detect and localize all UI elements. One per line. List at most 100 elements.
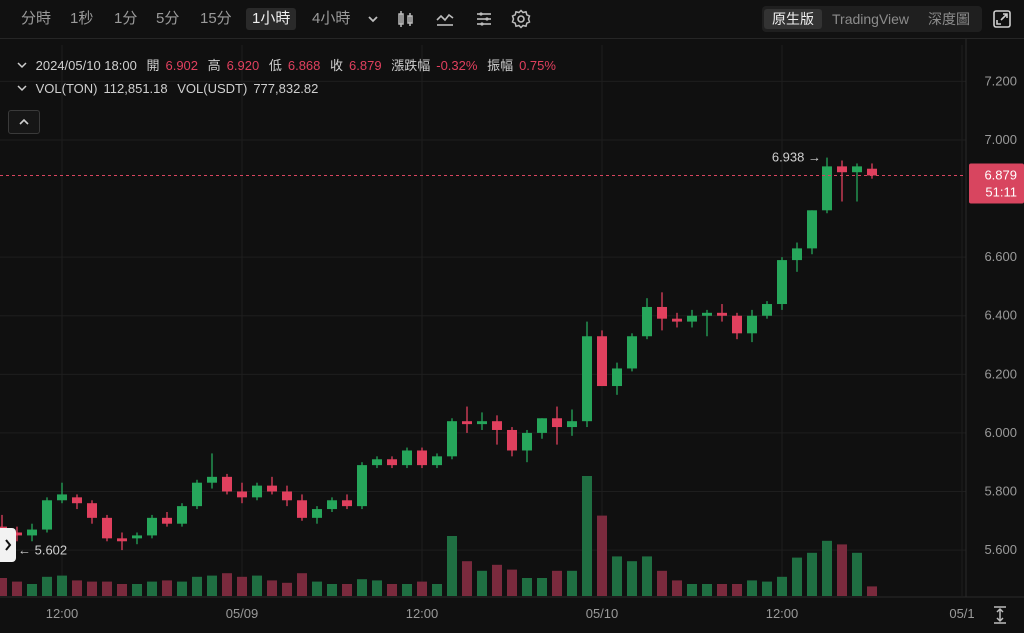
candlestick-type-icon[interactable] [395,8,417,30]
volume-bar [777,576,787,596]
candle-body [792,248,802,261]
volume-bar [12,581,22,596]
volume-bar [267,580,277,596]
volume-legend: VOL(TON) 112,851.18 VOL(USDT) 777,832.82 [16,81,324,96]
timeframe-1m[interactable]: 1分 [114,10,138,27]
chevron-up-icon [19,118,29,125]
timeframe-time[interactable]: 分時 [21,10,52,27]
candle-body [672,318,682,322]
candle-body [867,168,877,176]
candle-body [522,432,532,451]
x-tick-label: 05/10 [586,606,619,621]
candle-body [297,500,307,518]
volume-bar [807,552,817,596]
candle-body [762,304,772,316]
view-tradingview[interactable]: TradingView [832,11,910,27]
candle-body [642,306,652,337]
candle-body [732,315,742,334]
volume-bar [867,586,877,596]
gear-icon[interactable] [510,8,532,30]
candle-body [537,418,547,433]
candle-body [357,465,367,507]
volume-bar [597,515,607,596]
volume-bar [717,584,727,596]
legend-low-label: 低 [268,58,282,73]
volume-bar [657,570,667,596]
candle-body [747,315,757,334]
volume-bar [792,557,802,596]
candle-body [432,456,442,466]
candle-body [87,503,97,518]
y-tick-label: 6.600 [984,249,1017,264]
volume-bar [432,584,442,596]
candle-body [342,500,352,507]
candle-body [597,336,607,387]
volume-bar [87,581,97,596]
legend-close: 6.879 [349,58,382,73]
legend-change-label: 漲跌幅 [391,58,431,73]
candle-body [237,491,247,498]
view-switcher: 原生版 TradingView 深度圖 [762,6,982,32]
chevron-right-icon [5,539,12,551]
volume-bar [627,561,637,596]
timeframe-15m[interactable]: 15分 [200,10,232,27]
x-tick-label: 05/09 [226,606,259,621]
last-price-label: 6.879 [984,167,1017,182]
volume-bar [42,576,52,596]
candle-body [267,485,277,492]
legend-vol-usdt: 777,832.82 [253,81,319,96]
legend-vol-ton-label: VOL(TON) [35,81,98,96]
candle-body [627,336,637,369]
candle-body [252,485,262,498]
x-tick-label: 12:00 [766,606,799,621]
volume-bar [492,564,502,596]
volume-bar [507,569,517,596]
chevron-down-icon[interactable] [362,8,384,30]
candle-body [162,517,172,524]
candle-body [102,517,112,539]
candle-body [552,418,562,428]
min-price-label: ← 5.602 [18,542,67,557]
volume-bar [582,476,592,596]
volume-bar [612,556,622,596]
volume-bar [747,580,757,596]
volume-bar [402,584,412,596]
volume-bar [102,581,112,596]
timeframe-5m[interactable]: 5分 [156,10,180,27]
timeframe-4h[interactable]: 4小時 [312,10,351,27]
settings-list-icon[interactable] [473,8,495,30]
volume-bar [552,570,562,596]
volume-bar [477,570,487,596]
view-native[interactable]: 原生版 [764,9,822,29]
volume-bar [822,540,832,596]
candle-body [147,517,157,536]
legend-open-label: 開 [146,58,160,73]
collapse-legend-button[interactable] [8,110,40,134]
volume-bar [732,584,742,596]
chevron-down-icon[interactable] [16,83,28,93]
indicators-icon[interactable] [434,8,456,30]
timeframe-1s[interactable]: 1秒 [70,10,94,27]
candle-body [507,429,517,451]
expand-icon[interactable] [991,8,1013,30]
scroll-left-button[interactable] [0,528,16,562]
legend-open: 6.902 [165,58,199,73]
fit-chart-button[interactable] [990,604,1010,626]
volume-bar [147,581,157,596]
legend-close-label: 收 [330,58,344,73]
volume-bar [852,552,862,596]
candle-body [687,315,697,322]
y-tick-label: 7.000 [984,132,1017,147]
volume-bar [522,578,532,596]
chevron-down-icon[interactable] [16,60,28,70]
legend-amp: 0.75% [519,58,556,73]
candlestick-chart[interactable]: 7.200 7.000 6.600 6.400 6.200 6.000 5.800 5.600… [0,39,1024,633]
y-tick-label: 5.600 [984,542,1017,557]
candle-body [117,538,127,542]
legend-high-label: 高 [207,58,221,73]
volume-bar [252,575,262,596]
timeframe-1h[interactable]: 1小時 [246,8,297,30]
view-depth[interactable]: 深度圖 [928,11,970,27]
candle-body [57,494,67,501]
